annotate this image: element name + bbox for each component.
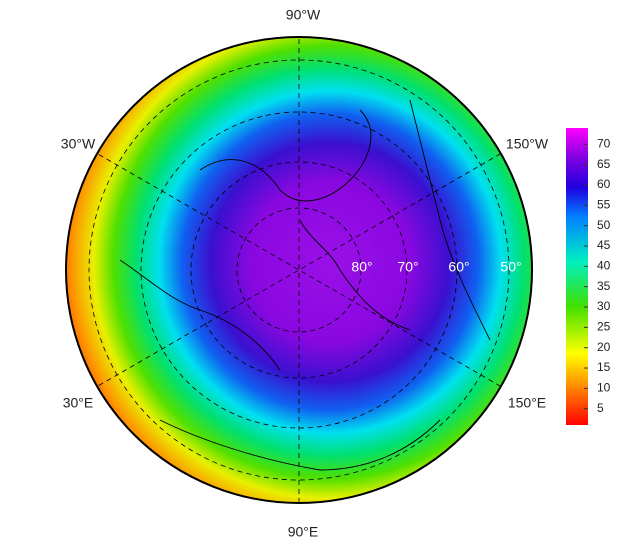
map-border [65,36,533,504]
lon-label: 150°W [506,136,549,152]
colorbar-tick-label: 20 [597,340,611,354]
coastlines [119,99,491,471]
lat-label: 50° [500,259,521,275]
longitude-labels: 90°W 30°W 150°W 30°E 150°E 90°E [61,7,549,540]
field [66,37,532,503]
colorbar-tick-label: 65 [597,157,611,171]
colorbar-tick-label: 50 [597,218,611,232]
lat-label: 80° [351,259,372,275]
map-disc [65,36,533,504]
colorbar-tick-label: 35 [597,279,611,293]
colorbar-tick-label: 15 [597,360,611,374]
colorbar: 5 10 15 20 25 30 35 40 45 50 55 60 65 70 [566,128,611,425]
colorbar-tick-label: 10 [597,381,611,395]
latitude-labels: 80° 70° 60° 50° [351,259,521,275]
colorbar-tick-label: 25 [597,320,611,334]
colorbar-tick-label: 5 [597,401,604,415]
colorbar-tick-label: 45 [597,238,611,252]
lon-label: 30°E [63,395,94,411]
lat-label: 60° [448,259,469,275]
colorbar-tick-label: 70 [597,136,611,150]
lon-label: 90°W [286,7,321,23]
lon-label: 30°W [61,136,96,152]
colorbar-ramp [566,128,588,425]
lat-label: 70° [397,259,418,275]
lon-label: 90°E [288,524,319,540]
colorbar-tick-label: 30 [597,299,611,313]
colorbar-tick-label: 60 [597,177,611,191]
colorbar-tick-label: 40 [597,259,611,273]
lon-label: 150°E [508,395,546,411]
colorbar-tick-label: 55 [597,197,611,211]
